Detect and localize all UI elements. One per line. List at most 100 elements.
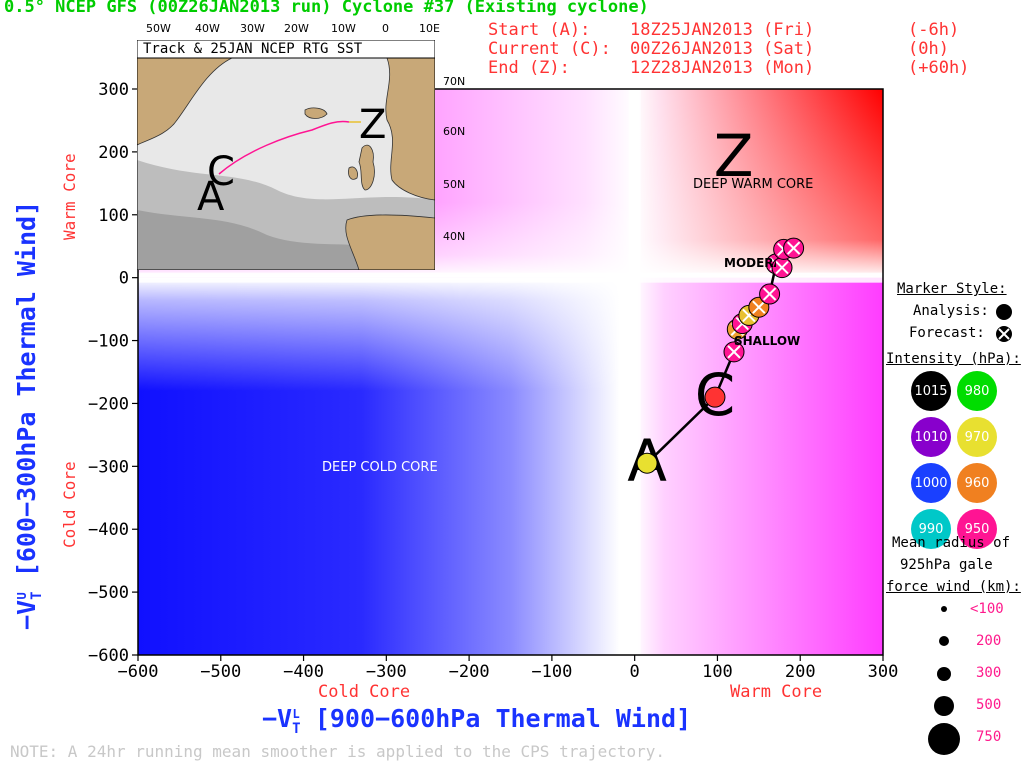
track-point-9 xyxy=(771,257,793,279)
y-tick-label: −400 xyxy=(88,520,129,540)
current-label: Current (C): xyxy=(488,39,611,59)
track-points xyxy=(636,237,805,474)
end-offset: (+60h) xyxy=(908,58,970,78)
start-label: Start (A): xyxy=(488,20,591,40)
intensity-legend-1015: 1015 xyxy=(911,371,951,411)
inset-lat-70n: 70N xyxy=(443,75,466,88)
inset-lon-30w: 30W xyxy=(240,22,265,35)
footer-note: NOTE: A 24hr running mean smoother is ap… xyxy=(10,742,666,761)
legend-forecast-label: Forecast: xyxy=(909,325,985,341)
inset-track-line xyxy=(218,120,350,175)
end-label: End (Z): xyxy=(488,58,570,78)
inset-marker-a: A xyxy=(197,174,225,220)
y-axis-title: −VTU [600−300hPa Thermal Wind] xyxy=(12,200,45,630)
inset-title: Track & 25JAN NCEP RTG SST xyxy=(143,41,363,57)
inset-lon-10w: 10W xyxy=(331,22,356,35)
inset-lon-50w: 50W xyxy=(146,22,171,35)
y-tick-label: 200 xyxy=(98,143,129,163)
x-tick-label: −500 xyxy=(200,662,241,682)
iberia-land xyxy=(345,214,436,271)
legend-radius-title-1: Mean radius of xyxy=(892,535,1011,551)
inset-lon-20w: 20W xyxy=(284,22,309,35)
inset-lat-40n: 40N xyxy=(443,230,466,243)
y-cold-core-label: Cold Core xyxy=(60,461,79,548)
intensity-legend-980: 980 xyxy=(957,371,997,411)
legend-radius-title-2: 925hPa gale xyxy=(900,557,993,573)
end-time: 12Z28JAN2013 (Mon) xyxy=(630,58,815,78)
legend-radius-200: 200 xyxy=(976,633,1002,649)
intensity-legend-950: 950 xyxy=(957,509,997,549)
start-time: 18Z25JAN2013 (Fri) xyxy=(630,20,815,40)
intensity-legend-970: 970 xyxy=(957,417,997,457)
x-tick-label: 0 xyxy=(630,662,640,682)
inset-lon-10e: 10E xyxy=(419,22,440,35)
x-axis-title: −VTL [900−600hPa Thermal Wind] xyxy=(262,704,692,737)
legend-radius-dot-500 xyxy=(934,696,954,716)
legend-radius-100: <100 xyxy=(970,601,1004,617)
y-tick-label: −500 xyxy=(88,583,129,603)
legend-radius-dot-750 xyxy=(928,723,960,755)
plot-frame xyxy=(137,88,884,656)
inset-marker-z: Z xyxy=(359,102,386,148)
europe-land xyxy=(385,57,436,201)
iceland-land xyxy=(304,107,328,119)
legend-radius-dot-200 xyxy=(939,636,949,646)
ireland-land xyxy=(348,166,358,180)
track-letter-z: Z xyxy=(714,122,754,190)
legend-marker-style-title: Marker Style: xyxy=(897,281,1007,297)
legend-radius-title-3: force wind (km): xyxy=(886,579,1021,595)
track-point-1 xyxy=(704,386,726,408)
y-warm-core-label: Warm Core xyxy=(60,153,79,240)
cyclone-track: ACZ xyxy=(627,122,794,495)
region-shallow: SHALLOW xyxy=(734,334,801,348)
legend-radius-750: 750 xyxy=(976,729,1002,745)
region-deep-cold-core: DEEP COLD CORE xyxy=(322,460,438,475)
intensity-legend-1010: 1010 xyxy=(911,417,951,457)
y-tick-label: 300 xyxy=(98,80,129,100)
inset-lon-40w: 40W xyxy=(195,22,220,35)
britain-land xyxy=(358,144,375,191)
chart-title: 0.5° NCEP GFS (00Z26JAN2013 run) Cyclone… xyxy=(4,0,649,17)
legend-forecast-marker xyxy=(996,326,1012,342)
legend-analysis-label: Analysis: xyxy=(913,303,989,319)
quadrant-warm-cold xyxy=(634,277,883,655)
legend-radius-300: 300 xyxy=(976,665,1002,681)
legend-radius-dot-100 xyxy=(941,606,947,612)
y-tick-label: −600 xyxy=(88,646,129,666)
greenland-land xyxy=(136,57,233,146)
x-tick-label: 100 xyxy=(702,662,733,682)
track-point-7 xyxy=(759,283,781,305)
plot-axes: −600 −500 −400 −300 −200 −100 0 100 200 300 300 200… xyxy=(88,80,898,682)
legend-radius-dot-300 xyxy=(937,667,951,681)
y-tick-label: 100 xyxy=(98,206,129,226)
intensity-legend-1000: 1000 xyxy=(911,463,951,503)
track-point-0 xyxy=(636,452,658,474)
region-moderate: MODERATE xyxy=(724,256,776,270)
current-time: 00Z26JAN2013 (Sat) xyxy=(630,39,815,59)
x-cold-core-label: Cold Core xyxy=(318,682,411,702)
intensity-legend-990: 990 xyxy=(911,509,951,549)
inset-map-svg: Z A C xyxy=(136,39,436,271)
current-offset: (0h) xyxy=(908,39,949,59)
inset-marker-c: C xyxy=(207,149,235,195)
x-tick-label: 200 xyxy=(785,662,816,682)
y-tick-label: −300 xyxy=(88,457,129,477)
track-point-11 xyxy=(783,237,805,259)
x-warm-core-label: Warm Core xyxy=(730,682,823,702)
legend-analysis-marker xyxy=(996,304,1012,320)
start-offset: (-6h) xyxy=(908,20,960,40)
x-tick-label: −300 xyxy=(366,662,407,682)
legend-radius-500: 500 xyxy=(976,697,1002,713)
x-tick-label: −600 xyxy=(118,662,159,682)
region-deep-warm-core: DEEP WARM CORE xyxy=(693,177,814,192)
inset-lat-50n: 50N xyxy=(443,178,466,191)
inset-lon-0: 0 xyxy=(382,22,389,35)
track-point-2 xyxy=(723,341,745,363)
inset-lat-60n: 60N xyxy=(443,125,466,138)
x-tick-label: 300 xyxy=(868,662,899,682)
inset-map: Z A C Track & 25JAN NCEP RTG SST xyxy=(136,39,436,271)
intensity-legend-960: 960 xyxy=(957,463,997,503)
x-tick-label: −400 xyxy=(283,662,324,682)
x-tick-label: −200 xyxy=(449,662,490,682)
y-tick-label: 0 xyxy=(119,269,129,289)
